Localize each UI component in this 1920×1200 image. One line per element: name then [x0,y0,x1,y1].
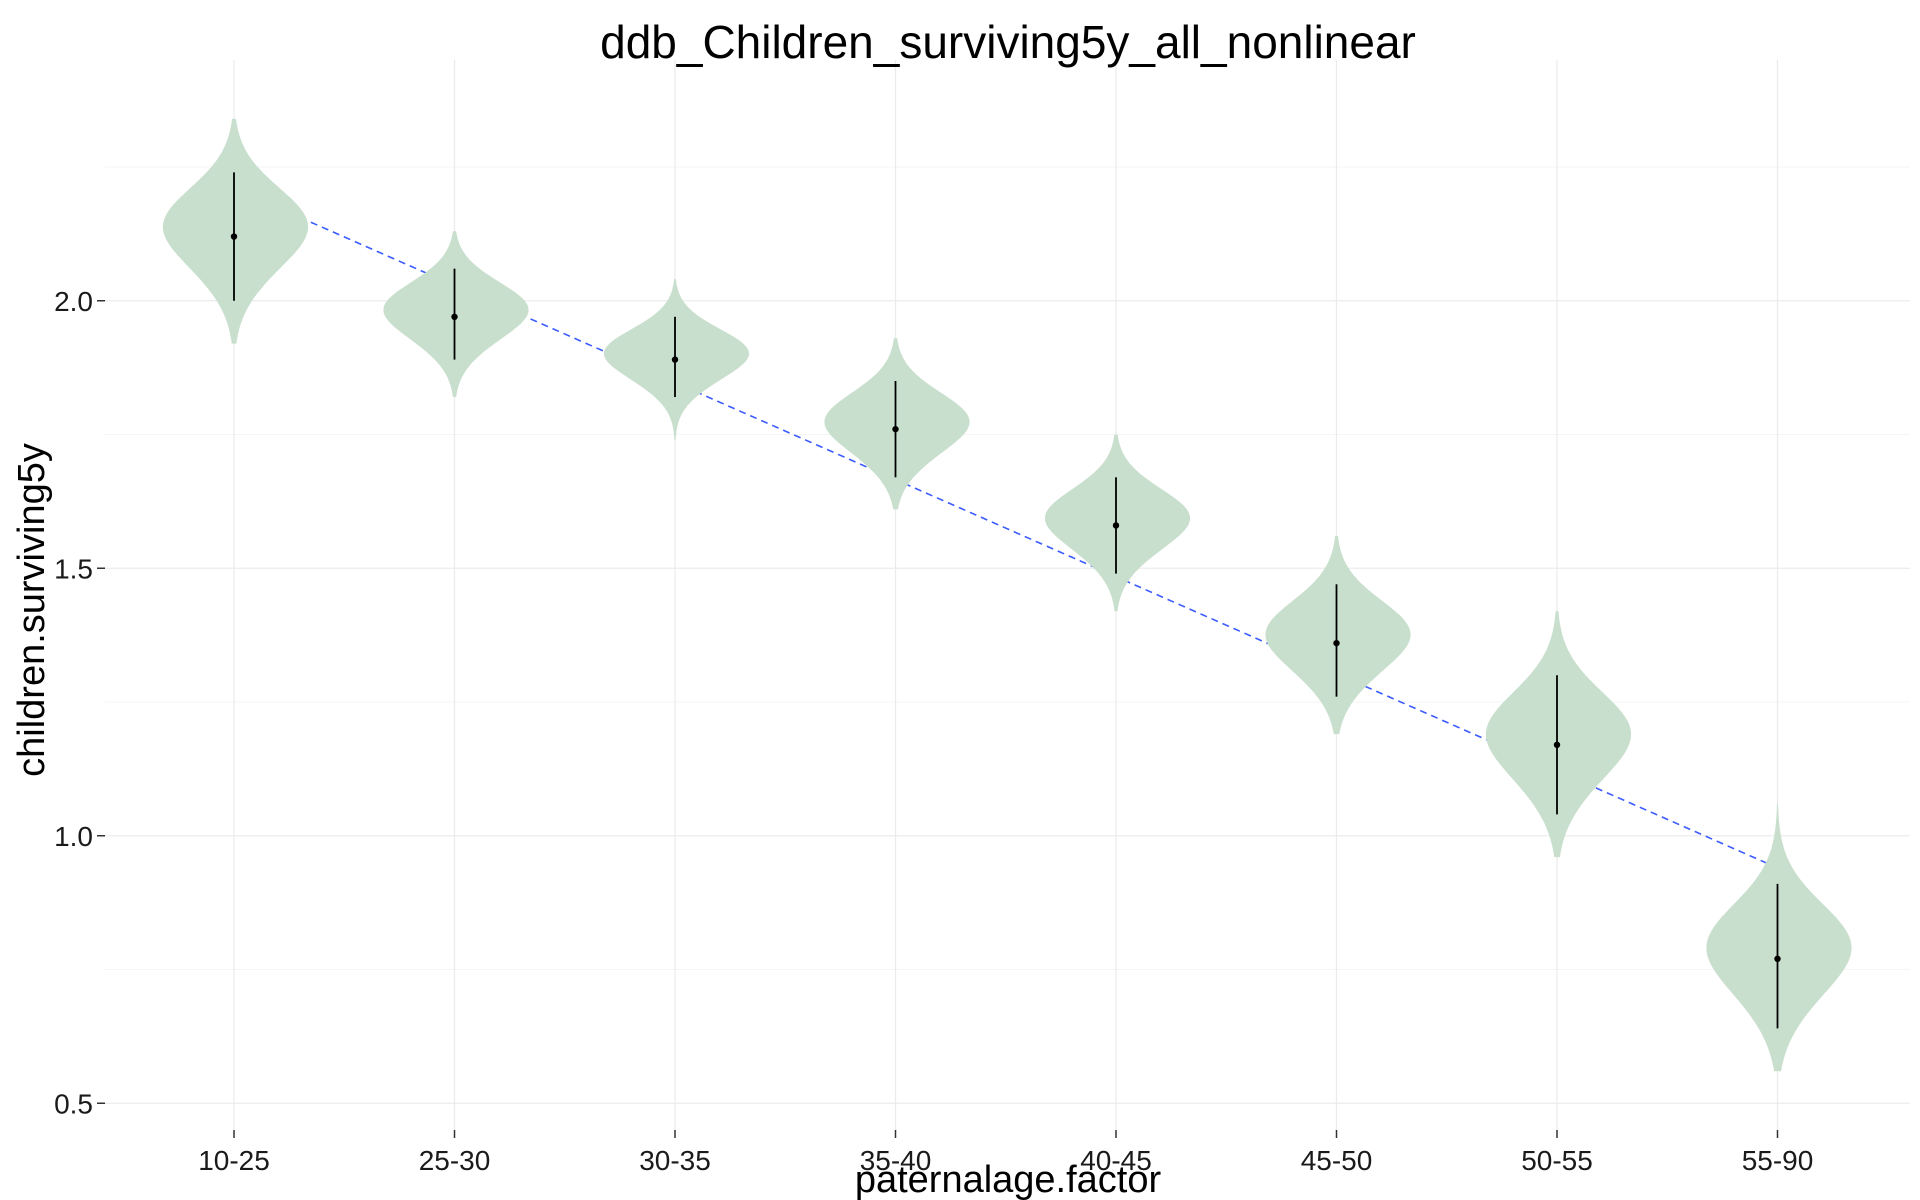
x-tick-label: 30-35 [639,1145,711,1176]
chart-title: ddb_Children_surviving5y_all_nonlinear [600,16,1416,68]
violin-45-50 [1265,536,1411,735]
x-tick-label: 35-40 [860,1145,932,1176]
grid-lines [105,60,1910,1130]
x-axis: 10-25 25-30 30-35 35-40 40-45 45-50 50-55 55-90 [198,1130,1813,1176]
y-tick-label: 1.0 [54,821,93,852]
y-tick-label: 0.5 [54,1088,93,1119]
mean-point-35-40 [892,425,899,433]
mean-point-45-50 [1333,639,1340,647]
y-axis: 0.5 1.0 1.5 2.0 [54,286,105,1119]
x-tick-label: 55-90 [1742,1145,1814,1176]
x-tick-label: 50-55 [1521,1145,1593,1176]
violin-35-40 [824,338,970,510]
mean-point-50-55 [1553,741,1561,748]
x-tick-label: 25-30 [419,1145,491,1176]
violin-55-90 [1706,803,1852,1072]
violin-10-25 [162,118,308,344]
violin-layer [162,118,1852,1072]
x-tick-label: 40-45 [1080,1145,1152,1176]
y-tick-label: 2.0 [54,286,93,317]
x-axis-title: paternalage.factor [855,1159,1162,1200]
mean-point-55-90 [1774,955,1781,962]
x-tick-label: 10-25 [198,1145,270,1176]
mean-point-10-25 [230,233,238,240]
mean-point-40-45 [1112,522,1120,529]
y-axis-title: children.surviving5y [11,443,53,777]
mean-point-30-35 [671,356,679,363]
x-tick-label: 45-50 [1301,1145,1373,1176]
mean-point-25-30 [451,313,458,320]
violin-50-55 [1485,611,1632,858]
y-tick-label: 1.5 [54,553,93,584]
